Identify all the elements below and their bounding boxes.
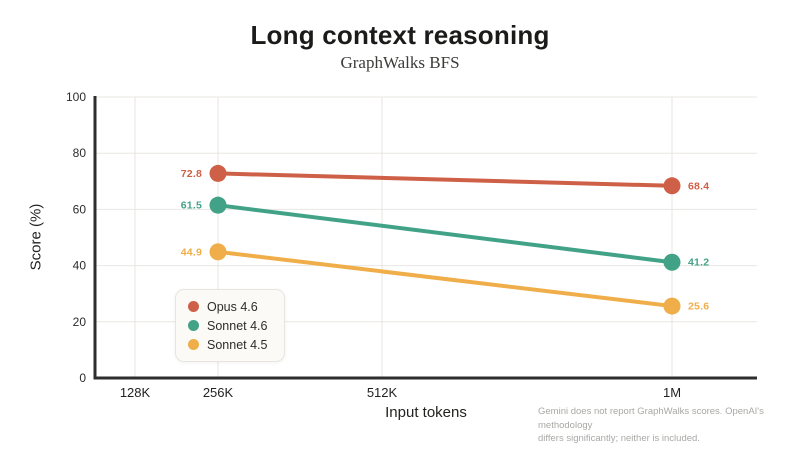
x-tick-label-128k: 128K bbox=[120, 385, 151, 400]
footnote: Gemini does not report GraphWalks scores… bbox=[538, 405, 778, 446]
x-axis-title: Input tokens bbox=[385, 404, 467, 421]
chart-subtitle: GraphWalks BFS bbox=[340, 53, 460, 72]
x-tick-label-256k: 256K bbox=[203, 385, 234, 400]
x-tick-label-1m: 1M bbox=[663, 385, 681, 400]
legend-item-sonnet-4-6: Sonnet 4.6 bbox=[188, 318, 267, 333]
point-opus-4-6-1m bbox=[663, 177, 681, 195]
line-sonnet-4-6 bbox=[216, 203, 674, 265]
legend: Opus 4.6 Sonnet 4.6 Sonnet 4.5 bbox=[175, 289, 286, 362]
value-label-opus-4-6-1m: 68.4 bbox=[688, 180, 709, 192]
legend-item-sonnet-4-5: Sonnet 4.5 bbox=[188, 337, 267, 352]
y-tick-label-0: 0 bbox=[79, 371, 86, 385]
legend-label: Opus 4.6 bbox=[207, 299, 258, 314]
value-label-sonnet-4-6-256k: 61.5 bbox=[181, 200, 202, 212]
line-sonnet-4-5 bbox=[216, 249, 674, 309]
y-tick-label-40: 40 bbox=[73, 259, 87, 273]
point-opus-4-6-256k bbox=[209, 164, 227, 182]
legend-dot-sonnet-4-6 bbox=[188, 320, 199, 331]
value-label-opus-4-6-256k: 72.8 bbox=[181, 168, 202, 180]
y-tick-label-20: 20 bbox=[73, 315, 87, 329]
point-sonnet-4-5-256k bbox=[209, 243, 227, 261]
y-tick-label-80: 80 bbox=[73, 146, 87, 160]
chart-title: Long context reasoning bbox=[250, 20, 550, 50]
legend-label: Sonnet 4.6 bbox=[207, 318, 268, 333]
point-sonnet-4-5-1m bbox=[663, 297, 681, 315]
point-sonnet-4-6-256k bbox=[209, 196, 227, 214]
y-tick-label-60: 60 bbox=[73, 202, 87, 216]
footnote-line-1: Gemini does not report GraphWalks scores… bbox=[538, 406, 764, 431]
x-tick-label-512k: 512K bbox=[367, 385, 398, 400]
line-opus-4-6 bbox=[216, 171, 674, 188]
point-sonnet-4-6-1m bbox=[663, 253, 681, 271]
legend-dot-opus-4-6 bbox=[188, 301, 199, 312]
value-label-sonnet-4-5-1m: 25.6 bbox=[688, 301, 709, 313]
legend-item-opus-4-6: Opus 4.6 bbox=[188, 299, 267, 314]
value-label-sonnet-4-6-1m: 41.2 bbox=[688, 257, 709, 269]
legend-dot-sonnet-4-5 bbox=[188, 339, 199, 350]
value-label-sonnet-4-5-256k: 44.9 bbox=[181, 246, 202, 258]
footnote-line-2: differs significantly; neither is includ… bbox=[538, 433, 700, 444]
legend-label: Sonnet 4.5 bbox=[207, 337, 268, 352]
y-tick-label-100: 100 bbox=[66, 90, 86, 104]
